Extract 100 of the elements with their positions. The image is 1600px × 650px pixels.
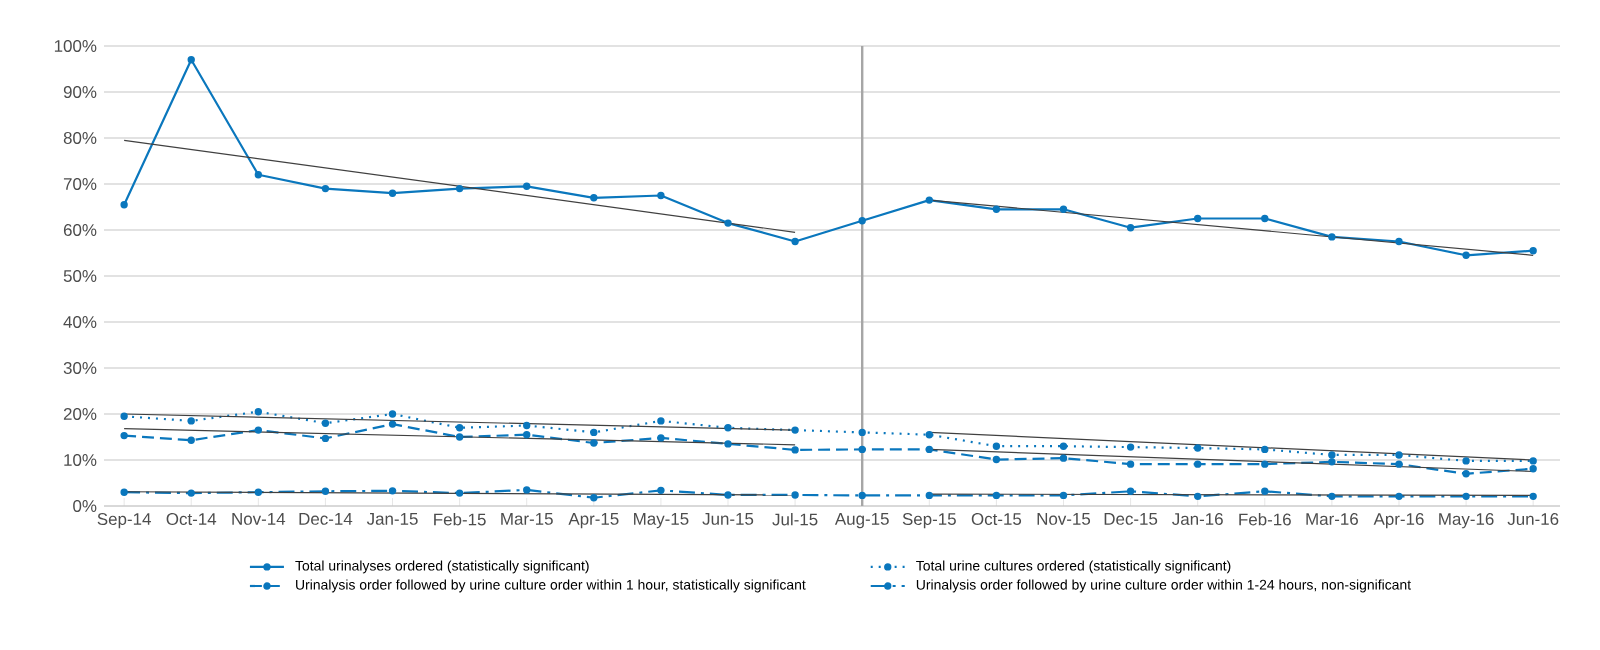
point (925, 431, 933, 439)
point (254, 488, 263, 496)
point (590, 439, 598, 447)
x-tick-label: Mar-16 (1306, 513, 1358, 526)
point (992, 442, 1001, 450)
point (992, 491, 1001, 500)
x-tick-label: Jun-15 (702, 513, 754, 525)
point (791, 491, 799, 499)
point (1529, 457, 1537, 465)
point (187, 56, 195, 64)
x-tick-label: Jan-15 (366, 513, 418, 525)
point (388, 189, 397, 197)
point (321, 184, 330, 193)
x-tick-label: Apr-15 (568, 513, 619, 529)
point (254, 426, 263, 434)
point (455, 424, 464, 432)
y-tick-label: 0% (73, 500, 97, 512)
point (992, 205, 1001, 213)
point (523, 486, 531, 494)
point (388, 420, 397, 428)
y-tick-label: 30% (63, 362, 97, 374)
point (858, 491, 866, 500)
point (1462, 457, 1470, 465)
point (1059, 442, 1068, 450)
point (388, 487, 397, 495)
point (1462, 251, 1470, 259)
x-tick-label: Sep-15 (902, 513, 956, 529)
point (791, 237, 799, 246)
point (925, 196, 933, 204)
point (1261, 460, 1269, 468)
x-tick-label: Feb-15 (434, 513, 486, 526)
point (455, 489, 464, 497)
x-tick-label: Dec-15 (1104, 513, 1158, 525)
point (724, 491, 732, 499)
point (1126, 224, 1135, 232)
x-tick-label: Jan-16 (1172, 513, 1223, 526)
point (1462, 492, 1470, 501)
x-tick-label: Oct-14 (166, 513, 217, 526)
point (120, 201, 128, 209)
point (858, 428, 866, 437)
y-tick-label: 10% (64, 454, 97, 466)
y-tick-label: 70% (63, 178, 97, 190)
point (1529, 247, 1537, 255)
point (1126, 460, 1135, 468)
point (590, 494, 598, 502)
x-tick-label: May-16 (1439, 513, 1494, 529)
x-tick-label: Dec-14 (299, 513, 353, 525)
x-tick-label: May-15 (634, 513, 689, 529)
x-tick-label: Sep-14 (97, 513, 151, 529)
y-tick-label: 60% (63, 224, 97, 236)
point (1395, 451, 1403, 459)
y-tick-label: 20% (63, 408, 97, 420)
x-tick-label: Apr-16 (1373, 513, 1424, 529)
point (321, 434, 330, 443)
point (523, 431, 531, 439)
point (657, 417, 665, 425)
x-tick-label: Aug-15 (834, 513, 889, 529)
point (120, 431, 128, 440)
point (724, 440, 732, 448)
point (1328, 233, 1336, 241)
point (657, 191, 665, 200)
point (1194, 214, 1202, 223)
x-tick-label: Nov-15 (1037, 513, 1091, 525)
point (120, 488, 128, 496)
point (1529, 465, 1537, 473)
point (724, 424, 732, 432)
point (388, 410, 397, 418)
y-tick-label: 90% (63, 86, 97, 98)
point (925, 491, 933, 500)
point (1194, 492, 1202, 501)
x-tick-label: Nov-14 (232, 513, 286, 525)
point (455, 184, 464, 193)
point (1395, 460, 1403, 468)
point (858, 445, 866, 454)
point (1395, 492, 1403, 501)
point (791, 426, 799, 434)
x-tick-label: Jun-16 (1507, 513, 1559, 526)
point (1261, 487, 1269, 495)
point (187, 417, 195, 425)
point (523, 182, 531, 190)
point (1529, 492, 1537, 501)
point (523, 421, 531, 430)
point (120, 412, 128, 420)
point (1059, 454, 1068, 462)
point (1261, 214, 1269, 223)
point (1462, 470, 1470, 478)
x-tick-label: Jul-15 (772, 513, 818, 526)
point (724, 219, 732, 227)
point (321, 487, 330, 495)
point (657, 486, 665, 495)
point (455, 433, 464, 441)
y-tick-label: 80% (63, 132, 97, 144)
point (1261, 445, 1269, 454)
point (187, 436, 195, 444)
y-tick-label: 100% (54, 40, 97, 52)
x-tick-label: Feb-16 (1239, 513, 1291, 526)
point (1194, 460, 1202, 468)
point (254, 171, 263, 179)
point (925, 445, 933, 454)
point (1126, 487, 1135, 495)
